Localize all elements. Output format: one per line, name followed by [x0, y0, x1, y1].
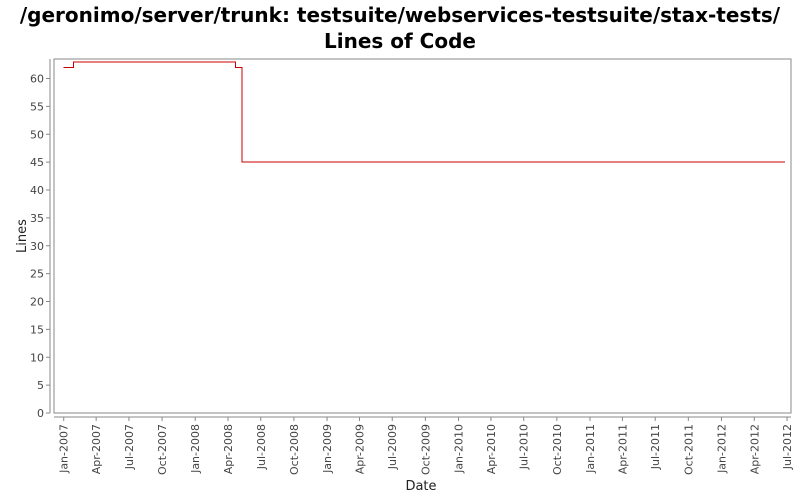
x-tick-label: Oct-2007 — [156, 424, 169, 475]
series-layer — [63, 61, 785, 163]
x-tick-label: Jan-2011 — [584, 424, 597, 474]
x-tick-label: Jan-2008 — [189, 424, 202, 474]
x-tick-label: Oct-2010 — [551, 424, 564, 475]
x-tick-label: Oct-2009 — [419, 424, 432, 475]
x-tick-label: Apr-2012 — [748, 424, 761, 474]
x-tick-label: Apr-2009 — [353, 424, 366, 474]
x-tick-label: Apr-2008 — [222, 424, 235, 474]
y-tick-label: 35 — [30, 212, 44, 225]
x-tick-label: Oct-2011 — [682, 424, 695, 475]
y-tick-label: 15 — [30, 323, 44, 336]
y-tick-label: 60 — [30, 73, 44, 86]
y-axis-label: Lines — [15, 219, 30, 253]
y-axis: 0 5 10 15 20 25 30 35 40 45 50 55 60 — [30, 59, 51, 420]
x-tick-label: Jan-2007 — [58, 424, 71, 474]
y-tick-label: 55 — [30, 100, 44, 113]
x-axis-label: Date — [405, 479, 436, 494]
x-tick-label: Jul-2011 — [649, 424, 662, 470]
y-tick-label: 45 — [30, 156, 44, 169]
y-tick-label: 25 — [30, 268, 44, 281]
x-tick-label: Jul-2008 — [255, 424, 268, 470]
y-tick-label: 0 — [37, 407, 44, 420]
y-tick-label: 30 — [30, 240, 44, 253]
y-tick-label: 50 — [30, 128, 44, 141]
chart-title: /geronimo/server/trunk: testsuite/webser… — [19, 3, 781, 53]
y-tick-label: 10 — [30, 351, 44, 364]
x-tick-label: Jul-2007 — [123, 424, 136, 470]
x-tick-label: Jan-2012 — [715, 424, 728, 474]
plot-area — [53, 58, 792, 414]
x-tick-label: Oct-2008 — [288, 424, 301, 475]
x-tick-label: Apr-2011 — [616, 424, 629, 474]
x-axis: Jan-2007 Apr-2007 Jul-2007 Oct-2007 Jan-2008… — [54, 416, 794, 475]
x-tick-label: Jul-2009 — [386, 424, 399, 470]
x-tick-label: Jan-2010 — [453, 424, 466, 474]
x-tick-label: Jan-2009 — [321, 424, 334, 474]
x-tick-label: Apr-2010 — [485, 424, 498, 474]
series-line — [63, 61, 785, 163]
y-tick-label: 5 — [37, 379, 44, 392]
x-tick-label: Jul-2012 — [781, 424, 794, 470]
y-tick-label: 20 — [30, 296, 44, 309]
x-tick-label: Apr-2007 — [90, 424, 103, 474]
x-tick-label: Jul-2010 — [518, 424, 531, 470]
y-tick-label: 40 — [30, 184, 44, 197]
